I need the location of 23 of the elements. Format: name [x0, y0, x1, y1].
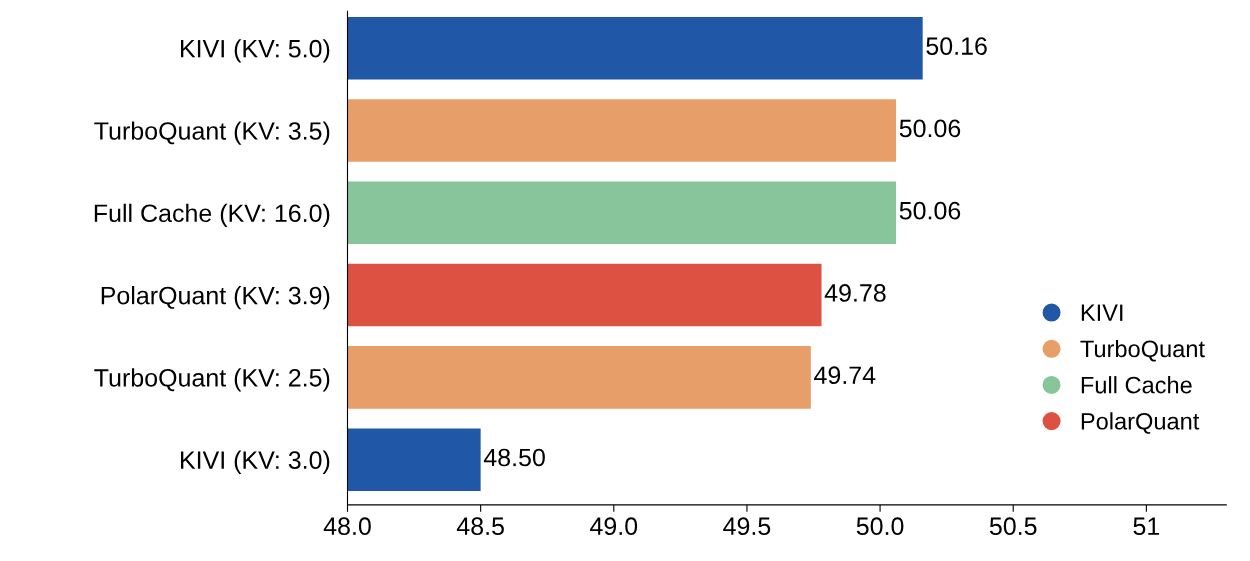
data-label: 50.16	[926, 37, 987, 55]
data-label: 49.74	[814, 366, 876, 385]
y-tick-label: Full Cache (KV: 16.0)	[94, 203, 330, 228]
y-tick-label: PolarQuant (KV: 3.9)	[101, 286, 330, 310]
data-label: 50.06	[899, 119, 961, 138]
x-tick-label: 51	[1133, 517, 1160, 536]
x-tick-label: 50.0	[856, 517, 904, 536]
legend-label: Full Cache	[1081, 376, 1192, 394]
legend-label: KIVI	[1081, 304, 1123, 321]
x-tick-label: 49.0	[590, 517, 638, 536]
y-tick-label: TurboQuant (KV: 3.5)	[94, 121, 330, 145]
legend-label: PolarQuant	[1081, 412, 1200, 434]
x-tick-label: 50.5	[989, 517, 1037, 536]
data-label: 50.06	[899, 201, 961, 220]
data-label: 49.78	[824, 284, 886, 302]
y-tick-label: KIVI (KV: 3.0)	[180, 450, 330, 474]
x-tick-label: 49.5	[723, 517, 771, 536]
x-tick-label: 48.5	[456, 517, 504, 536]
x-tick-label: 48.0	[323, 517, 371, 536]
legend-label: TurboQuant	[1080, 339, 1205, 362]
data-label: 48.50	[483, 448, 545, 467]
y-tick-label: KIVI (KV: 5.0)	[180, 39, 330, 63]
y-tick-label: TurboQuant (KV: 2.5)	[94, 368, 330, 392]
